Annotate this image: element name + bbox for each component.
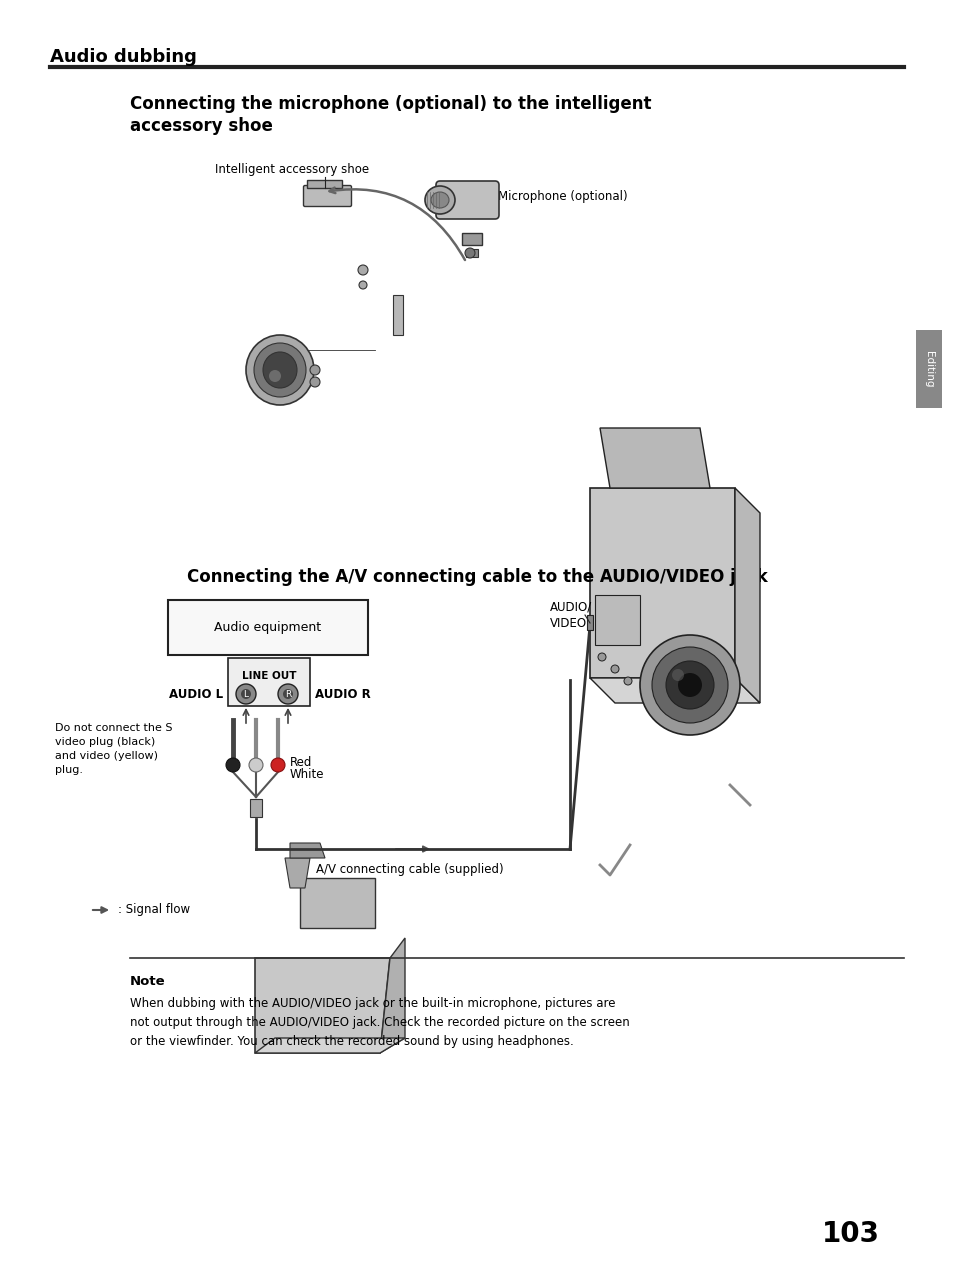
Polygon shape (254, 1037, 405, 1053)
Circle shape (241, 689, 251, 699)
Ellipse shape (431, 192, 449, 207)
Circle shape (665, 661, 713, 709)
Circle shape (277, 684, 297, 704)
Text: Red: Red (290, 756, 312, 769)
Text: Note: Note (130, 975, 166, 988)
Circle shape (249, 757, 263, 771)
Bar (586, 615, 593, 630)
Bar (168, 600, 368, 656)
Text: Audio equipment: Audio equipment (214, 621, 321, 634)
Bar (307, 179, 341, 188)
Circle shape (358, 281, 367, 289)
Text: LINE OUT: LINE OUT (241, 671, 296, 681)
Bar (461, 233, 481, 244)
Text: Connecting the microphone (optional) to the intelligent
accessory shoe: Connecting the microphone (optional) to … (130, 95, 651, 135)
Circle shape (283, 689, 293, 699)
Circle shape (623, 677, 631, 685)
Text: Do not connect the S
video plug (black)
and video (yellow)
plug.: Do not connect the S video plug (black) … (55, 723, 172, 775)
Ellipse shape (253, 342, 306, 397)
Circle shape (464, 248, 475, 258)
Polygon shape (379, 938, 405, 1053)
Bar (595, 594, 639, 645)
Text: Audio dubbing: Audio dubbing (50, 48, 196, 66)
Text: R: R (285, 690, 291, 699)
Circle shape (357, 265, 368, 275)
Circle shape (226, 757, 240, 771)
Circle shape (678, 673, 701, 698)
Text: : Signal flow: : Signal flow (118, 904, 190, 917)
Text: A/V connecting cable (supplied): A/V connecting cable (supplied) (315, 863, 503, 876)
Bar (915, 330, 941, 409)
Bar (393, 295, 402, 335)
Circle shape (310, 377, 319, 387)
Polygon shape (285, 858, 310, 889)
Text: AUDIO R: AUDIO R (314, 687, 371, 700)
Text: L: L (243, 690, 248, 699)
Polygon shape (589, 679, 760, 703)
Circle shape (639, 635, 740, 735)
Ellipse shape (424, 186, 455, 214)
FancyBboxPatch shape (303, 186, 351, 206)
Circle shape (598, 653, 605, 661)
Circle shape (235, 684, 255, 704)
Text: When dubbing with the AUDIO/VIDEO jack or the built-in microphone, pictures are
: When dubbing with the AUDIO/VIDEO jack o… (130, 997, 629, 1048)
Circle shape (651, 647, 727, 723)
Text: AUDIO L: AUDIO L (169, 687, 223, 700)
Ellipse shape (263, 353, 296, 388)
Circle shape (671, 670, 683, 681)
Polygon shape (299, 878, 375, 928)
Text: Editing: Editing (923, 351, 933, 387)
Bar (465, 250, 477, 257)
Text: AUDIO/
VIDEO: AUDIO/ VIDEO (550, 600, 592, 630)
Polygon shape (254, 959, 390, 1053)
Circle shape (310, 365, 319, 376)
Text: Connecting the A/V connecting cable to the AUDIO/VIDEO jack: Connecting the A/V connecting cable to t… (187, 568, 766, 586)
Text: Intelligent accessory shoe: Intelligent accessory shoe (214, 163, 369, 176)
Circle shape (271, 757, 285, 771)
Text: Microphone (optional): Microphone (optional) (497, 190, 627, 202)
FancyBboxPatch shape (436, 181, 498, 219)
Text: 103: 103 (821, 1220, 879, 1248)
Polygon shape (290, 843, 325, 858)
Bar (250, 799, 262, 817)
Polygon shape (599, 428, 709, 488)
Polygon shape (734, 488, 760, 703)
Circle shape (610, 665, 618, 673)
Polygon shape (589, 488, 734, 679)
Ellipse shape (269, 370, 281, 382)
Text: White: White (290, 768, 324, 780)
Bar (228, 658, 310, 707)
Ellipse shape (246, 335, 314, 405)
